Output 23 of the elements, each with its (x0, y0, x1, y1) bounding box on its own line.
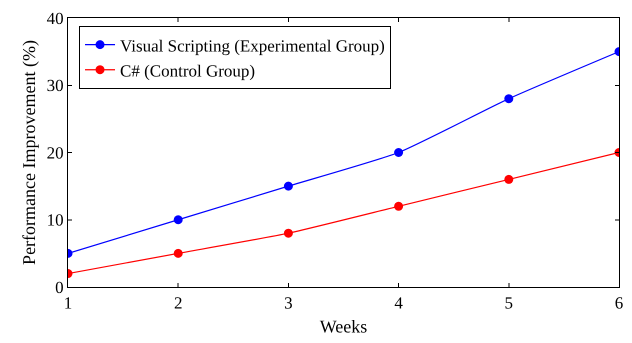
y-tick-label: 0 (55, 278, 64, 297)
point (284, 182, 293, 191)
point (284, 228, 293, 238)
legend-label: Visual Scripting (Experimental Group) (120, 36, 385, 56)
point (394, 202, 404, 211)
x-tick-label: 3 (284, 293, 293, 312)
point (504, 94, 514, 104)
legend-label: C# (Control Group) (120, 61, 256, 80)
x-tick-label: 6 (614, 293, 624, 312)
y-tick-label: 10 (46, 210, 64, 230)
point (394, 148, 404, 157)
point (504, 174, 514, 184)
x-tick-label: 1 (64, 293, 72, 312)
y-tick-label: 30 (46, 76, 64, 96)
y-tick-label: 20 (46, 143, 64, 162)
x-tick-label: 5 (504, 293, 514, 312)
x-tick-label: 2 (174, 293, 182, 312)
x-axis-title: Weeks (320, 316, 368, 336)
point (174, 215, 183, 224)
point (174, 248, 183, 258)
y-tick-label: 40 (46, 8, 64, 28)
x-tick-label: 4 (394, 293, 404, 312)
y-axis-title: Performance Improvement (%) (18, 40, 39, 265)
